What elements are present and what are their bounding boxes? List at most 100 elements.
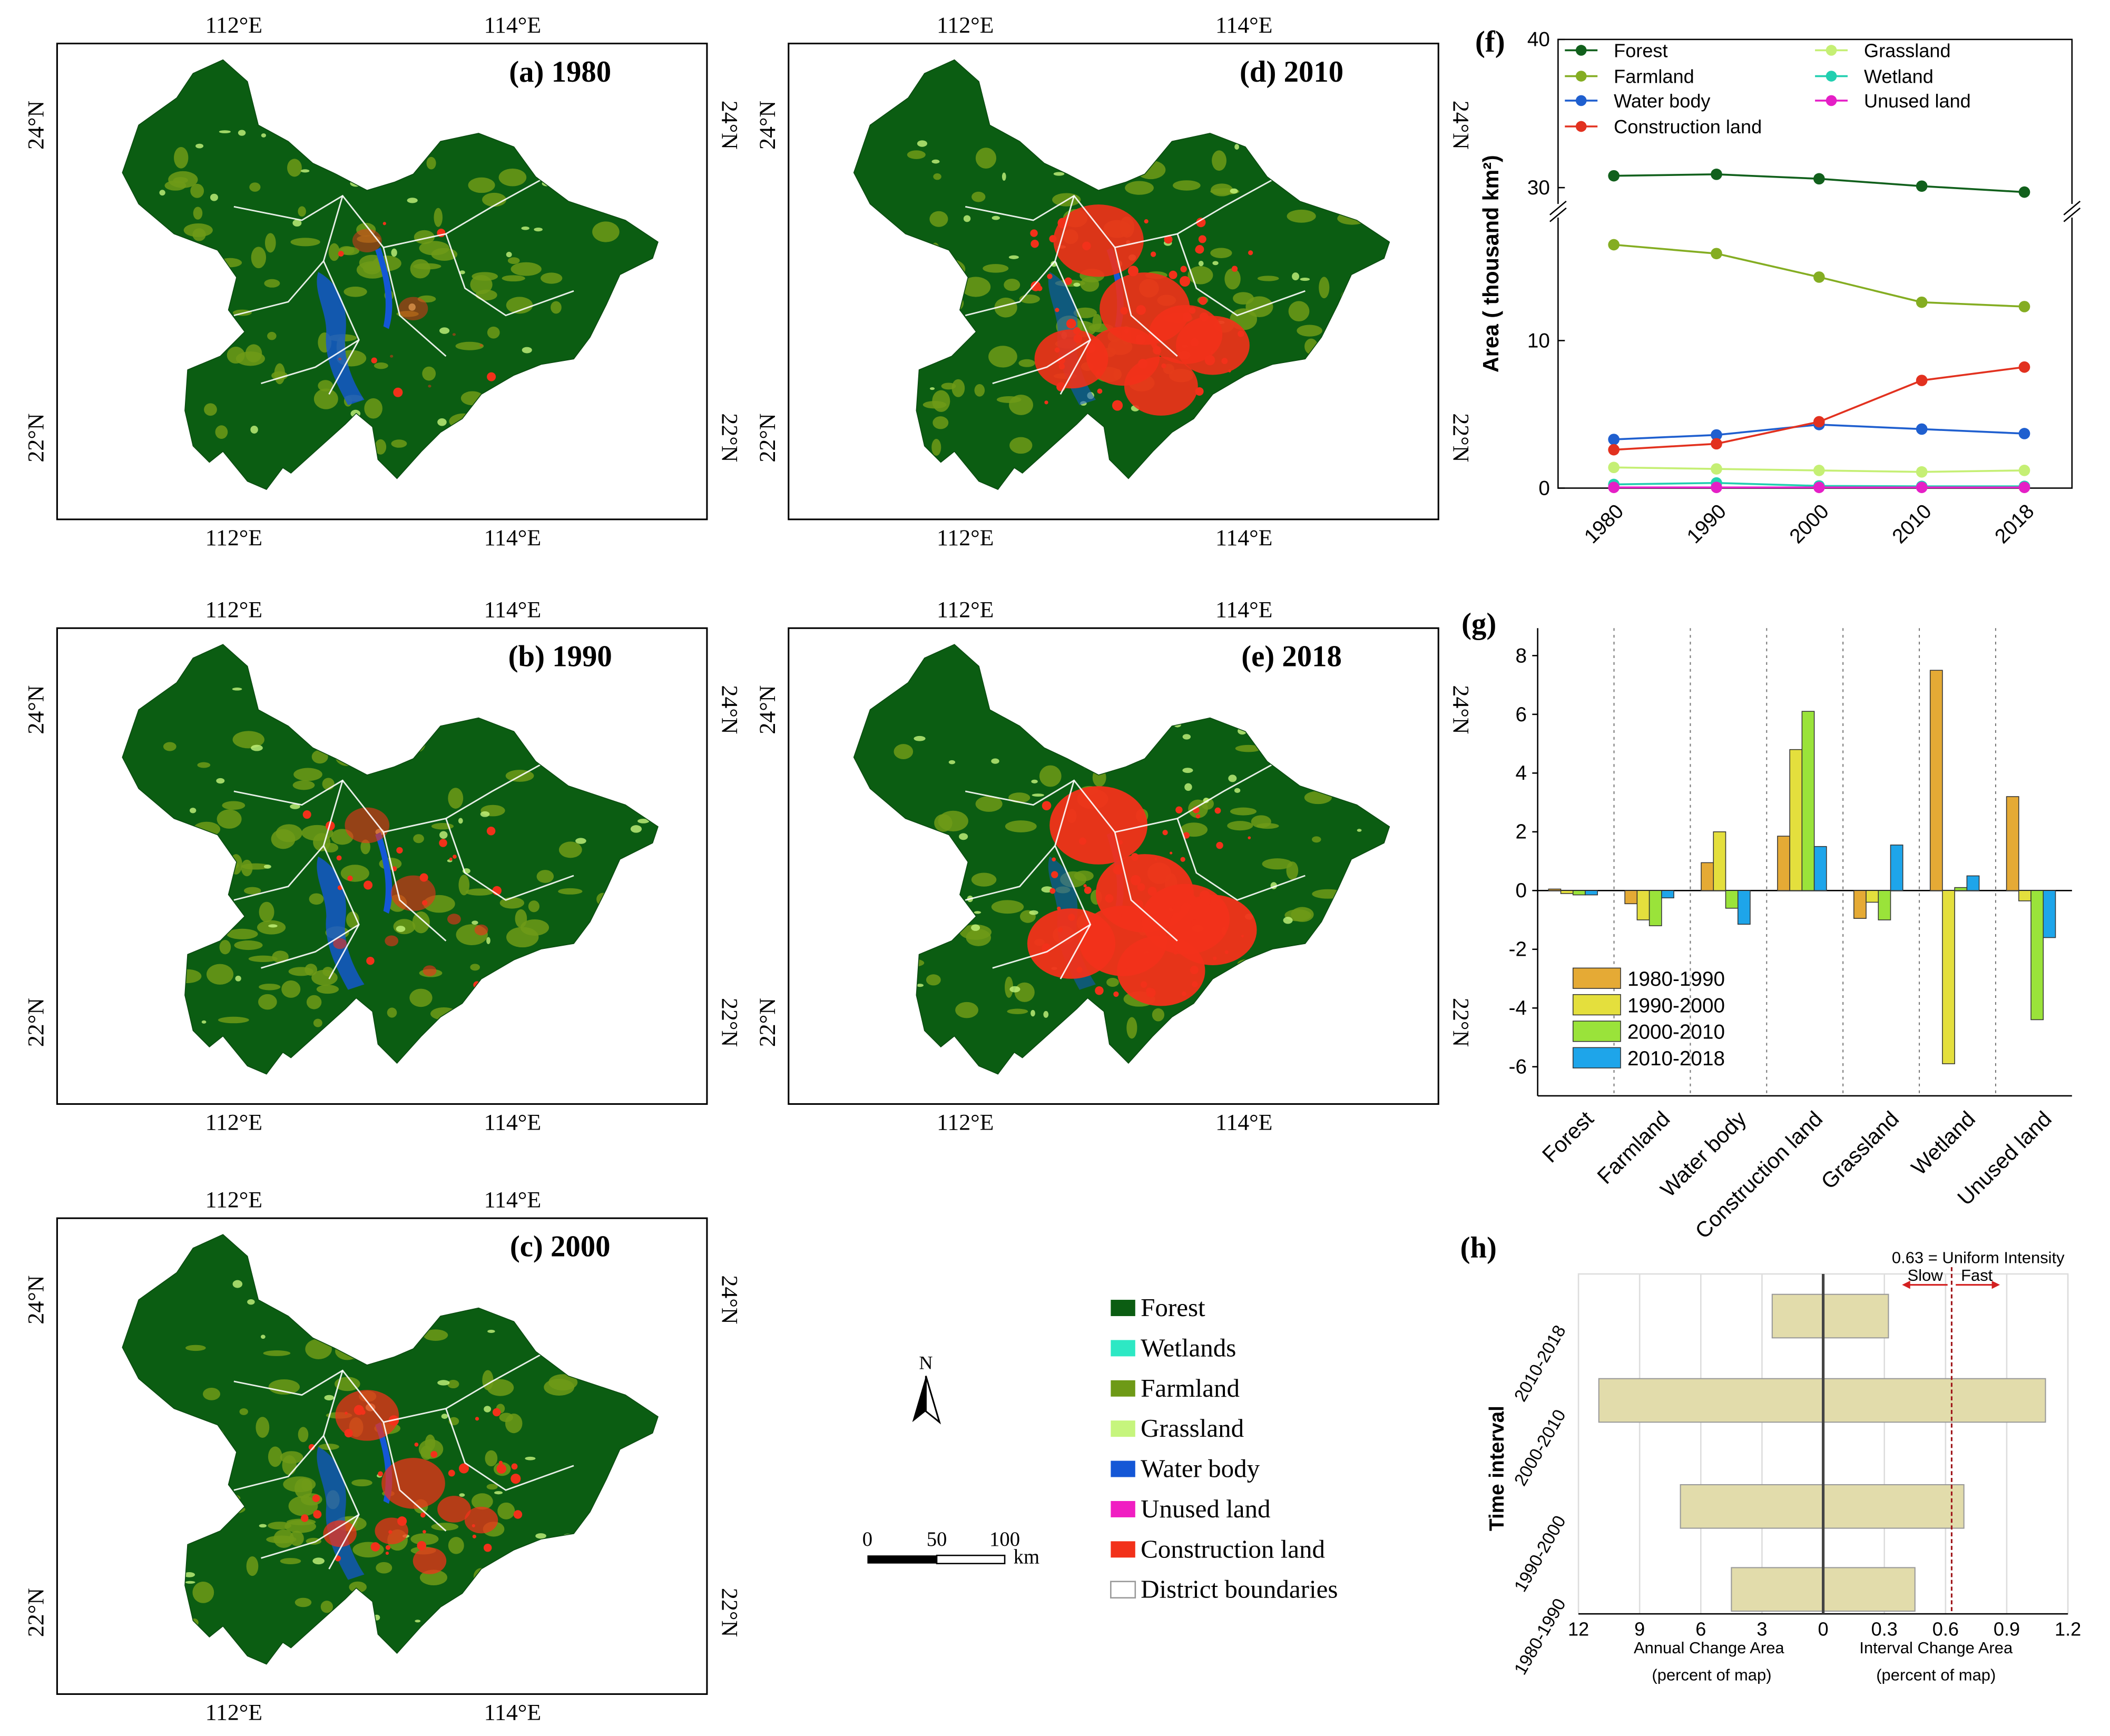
farmland-patch — [458, 875, 470, 896]
farmland-patch — [1230, 807, 1257, 816]
farmland-patch — [465, 888, 494, 896]
grassland-patch — [931, 159, 940, 164]
grassland-patch — [407, 198, 418, 203]
x-tick-label: 2000 — [1785, 500, 1833, 548]
grassland-patch — [1283, 917, 1293, 924]
series-point — [1916, 296, 1928, 308]
construction-patch — [1228, 369, 1231, 372]
series-point — [1711, 168, 1722, 180]
bar-2000-2010 — [1801, 711, 1815, 891]
construction-patch — [417, 1541, 427, 1551]
farmland-patch — [506, 297, 533, 314]
x-tick-label-left: 9 — [1634, 1618, 1645, 1640]
farmland-patch — [387, 1007, 397, 1018]
map-legend: Forest Wetlands Farmland Grassland Water bod… — [1110, 1293, 1338, 1604]
legend-label: Unused land — [1141, 1494, 1270, 1523]
grassland-patch — [247, 1299, 255, 1305]
district-boundary — [233, 1369, 384, 1423]
x-tick-label: Farmland — [1593, 1106, 1675, 1189]
lat-label-left: 24°N — [755, 685, 780, 734]
farmland-patch — [282, 1455, 297, 1475]
construction-patch — [1030, 229, 1038, 237]
lat-label-right: 24°N — [717, 1276, 742, 1325]
farmland-patch — [313, 388, 338, 409]
farmland-patch — [243, 887, 261, 895]
construction-patch — [1131, 853, 1139, 861]
farmland-patch — [448, 1537, 464, 1554]
grassland-patch — [268, 924, 278, 928]
water-body — [317, 272, 365, 406]
construction-patch — [430, 1451, 438, 1458]
construction-cluster — [385, 935, 399, 947]
axis-break-left — [1549, 207, 1567, 222]
region-outline — [853, 644, 1390, 1075]
construction-cluster — [1049, 786, 1148, 865]
bar-interval — [1822, 1378, 2046, 1423]
bar-1980-1990 — [1624, 890, 1638, 905]
farmland-patch — [931, 439, 941, 456]
district-boundary — [233, 1370, 344, 1491]
lat-label-right: 24°N — [1448, 101, 1474, 150]
farmland-patch — [1018, 359, 1035, 367]
farmland-patch — [548, 1374, 578, 1391]
farmland-patch — [425, 1434, 436, 1451]
lon-label-top: 114°E — [1215, 13, 1273, 38]
farmland-patch — [1297, 325, 1322, 337]
farmland-patch — [215, 425, 228, 439]
grassland-patch — [459, 270, 465, 274]
farmland-patch — [328, 243, 340, 261]
slow-arrowhead — [1902, 1280, 1910, 1289]
construction-patch — [1073, 334, 1083, 343]
farmland-patch — [472, 272, 498, 281]
district-boundary — [1114, 176, 1279, 249]
farmland-patch — [272, 950, 289, 963]
grassland-patch — [1292, 272, 1300, 281]
construction-patch — [393, 387, 403, 397]
construction-patch — [1216, 841, 1223, 849]
district-boundary — [233, 779, 384, 833]
construction-patch — [1241, 935, 1244, 938]
construction-cluster — [398, 297, 428, 320]
construction-patch — [385, 1551, 389, 1555]
legend-swatch — [1111, 1420, 1135, 1437]
farmland-patch — [413, 263, 441, 270]
farmland-patch — [271, 829, 296, 849]
grassland-patch — [232, 688, 242, 691]
construction-patch — [378, 1471, 383, 1477]
x-tick-label: 1990 — [1683, 500, 1731, 548]
construction-patch — [1195, 246, 1202, 253]
farmland-patch — [1152, 1008, 1165, 1022]
grassland-patch — [1228, 774, 1237, 782]
farmland-patch — [268, 1379, 300, 1395]
legend-label: Water body — [1614, 90, 1710, 112]
farmland-patch — [309, 893, 324, 905]
construction-patch — [1086, 343, 1096, 353]
construction-patch — [1183, 832, 1190, 839]
farmland-patch — [218, 1016, 249, 1024]
construction-patch — [366, 956, 375, 965]
legend-swatch — [1111, 1460, 1135, 1477]
x-tick-label: Construction land — [1691, 1106, 1828, 1243]
y-tick-label: 30 — [1527, 176, 1550, 199]
district-boundary — [261, 1514, 360, 1559]
farmland-patch — [239, 1408, 248, 1415]
farmland-patch — [520, 919, 549, 936]
construction-patch — [1216, 902, 1226, 911]
region-map — [853, 59, 1390, 490]
grassland-patch — [458, 818, 463, 824]
grassland-patch — [521, 226, 529, 230]
farmland-patch — [203, 1388, 221, 1400]
construction-patch — [1113, 991, 1119, 997]
chart-h-panel-label: (h) — [1460, 1231, 1497, 1264]
y-tick-label: 2 — [1515, 821, 1527, 844]
farmland-patch — [364, 398, 382, 419]
construction-patch — [360, 1409, 366, 1415]
scale-segment-white — [936, 1554, 1006, 1564]
grassland-patch — [992, 215, 1000, 220]
construction-patch — [345, 1411, 348, 1415]
construction-patch — [1112, 400, 1123, 411]
farmland-patch — [349, 1581, 367, 1593]
farmland-patch — [951, 379, 965, 397]
construction-patch — [1130, 875, 1141, 886]
